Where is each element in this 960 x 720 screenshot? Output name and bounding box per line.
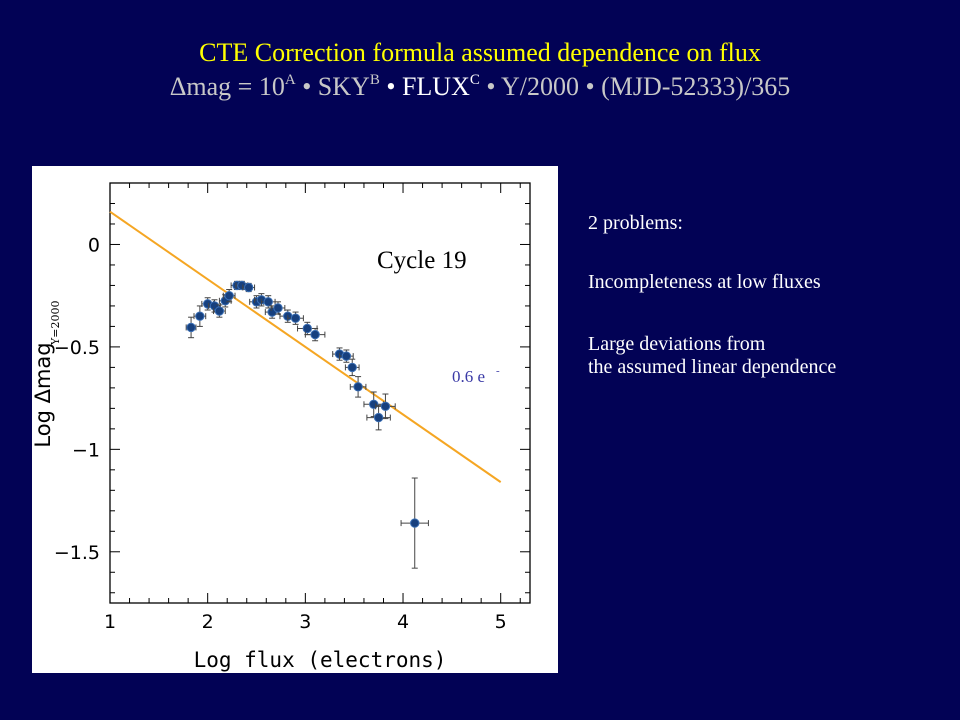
title-formula: Δmag = 10A • SKYB • FLUXC • Y/2000 • (MJ… (0, 72, 960, 102)
problem-2-line-2: the assumed linear dependence (588, 356, 837, 378)
data-point (214, 306, 225, 316)
data-point (373, 412, 384, 423)
data-point (353, 382, 363, 392)
y-tick-label: −1 (72, 439, 100, 461)
x-tick-label: 1 (104, 611, 116, 633)
data-point (369, 399, 379, 409)
x-tick-label: 3 (299, 611, 311, 633)
formula-sky: • SKY (295, 72, 370, 101)
data-point (186, 322, 196, 333)
formula-sup-b: B (369, 72, 380, 88)
data-point (195, 311, 205, 321)
data-point (410, 518, 420, 528)
formula-flux: • FLUX (379, 72, 470, 101)
x-tick-label: 5 (495, 611, 507, 633)
problem-2-line-1: Large deviations from (588, 333, 766, 355)
data-point (347, 362, 357, 373)
x-tick-label: 2 (202, 611, 214, 633)
data-point (224, 290, 234, 301)
line-label: 0.6 e (452, 367, 485, 386)
x-tick-label: 4 (397, 611, 409, 633)
y-tick-label: −0.5 (54, 337, 100, 359)
problems-header: 2 problems: (588, 212, 683, 234)
y-tick-label: 0 (88, 234, 100, 256)
data-point (263, 297, 273, 307)
formula-sup-c: C (469, 72, 480, 88)
x-axis-label: Log flux (electrons) (194, 648, 447, 672)
title-line-1: CTE Correction formula assumed dependenc… (199, 38, 761, 67)
data-point (290, 313, 301, 323)
y-tick-label: −1.5 (54, 542, 100, 564)
formula-sup-a: A (284, 72, 296, 88)
slide-title: CTE Correction formula assumed dependenc… (0, 38, 960, 102)
plot-frame (109, 182, 531, 604)
data-point (273, 303, 283, 313)
data-point (243, 282, 254, 293)
line-label-superscript: - (496, 365, 500, 377)
problem-1: Incompleteness at low fluxes (588, 271, 821, 293)
data-point (341, 351, 352, 361)
y-axis-label-sub: Y=2000 (49, 301, 62, 346)
formula-mag: mag = 10 (186, 72, 285, 101)
data-point (302, 323, 313, 334)
fit-line (109, 210, 502, 483)
plot-panel (32, 166, 558, 673)
data-point (310, 329, 320, 340)
cycle-annotation: Cycle 19 (377, 247, 467, 274)
data-point (380, 401, 391, 412)
formula-rest: • Y/2000 • (MJD-52333)/365 (479, 72, 791, 101)
formula-delta: Δ (169, 72, 187, 101)
y-axis-label-main: Log Δmag (31, 342, 55, 447)
